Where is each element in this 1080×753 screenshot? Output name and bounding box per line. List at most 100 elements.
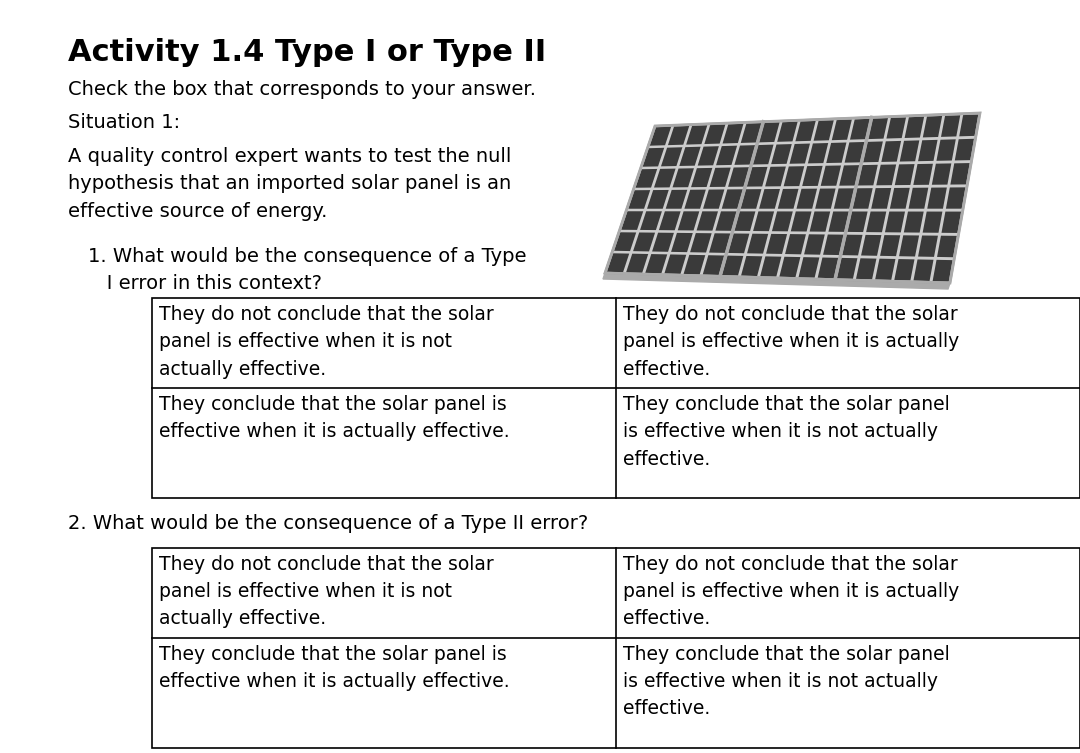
- Polygon shape: [890, 187, 909, 209]
- Text: They conclude that the solar panel
is effective when it is not actually
effectiv: They conclude that the solar panel is ef…: [623, 395, 949, 468]
- Text: Situation 1:: Situation 1:: [68, 113, 180, 132]
- Polygon shape: [837, 258, 858, 279]
- Polygon shape: [710, 233, 730, 253]
- Polygon shape: [813, 120, 834, 141]
- Polygon shape: [932, 163, 951, 184]
- Polygon shape: [621, 212, 644, 230]
- Polygon shape: [941, 115, 960, 137]
- Polygon shape: [691, 168, 713, 187]
- Polygon shape: [795, 121, 815, 142]
- Polygon shape: [759, 189, 780, 209]
- Polygon shape: [704, 124, 726, 144]
- Polygon shape: [933, 260, 953, 282]
- Polygon shape: [690, 233, 712, 252]
- Polygon shape: [784, 166, 805, 186]
- Polygon shape: [950, 163, 970, 184]
- Polygon shape: [652, 233, 674, 252]
- Polygon shape: [605, 113, 980, 283]
- Polygon shape: [716, 145, 737, 165]
- Polygon shape: [858, 165, 878, 185]
- Polygon shape: [678, 212, 700, 230]
- Polygon shape: [780, 257, 800, 277]
- Polygon shape: [665, 190, 687, 209]
- Polygon shape: [715, 212, 737, 231]
- Polygon shape: [899, 235, 919, 257]
- Polygon shape: [848, 212, 867, 232]
- Polygon shape: [959, 114, 978, 136]
- Polygon shape: [856, 258, 877, 279]
- Polygon shape: [661, 148, 683, 166]
- Polygon shape: [645, 254, 667, 273]
- Polygon shape: [852, 188, 873, 209]
- Polygon shape: [887, 117, 906, 139]
- Polygon shape: [798, 257, 820, 278]
- Polygon shape: [946, 187, 966, 209]
- Polygon shape: [823, 234, 843, 255]
- Polygon shape: [895, 164, 915, 185]
- Polygon shape: [868, 118, 888, 139]
- Polygon shape: [615, 232, 636, 251]
- Polygon shape: [710, 168, 731, 187]
- Bar: [152, 298, 1080, 498]
- Polygon shape: [753, 212, 774, 231]
- Polygon shape: [760, 256, 781, 276]
- Polygon shape: [697, 212, 718, 230]
- Text: They do not conclude that the solar
panel is effective when it is actually
effec: They do not conclude that the solar pane…: [623, 305, 959, 379]
- Polygon shape: [928, 187, 947, 209]
- Polygon shape: [922, 212, 943, 233]
- Polygon shape: [861, 235, 881, 256]
- Polygon shape: [771, 144, 792, 164]
- Polygon shape: [766, 234, 787, 254]
- Text: They conclude that the solar panel is
effective when it is actually effective.: They conclude that the solar panel is ef…: [159, 645, 510, 691]
- Polygon shape: [759, 122, 780, 142]
- Polygon shape: [832, 120, 852, 140]
- Text: They conclude that the solar panel
is effective when it is not actually
effectiv: They conclude that the solar panel is ef…: [623, 645, 949, 718]
- Polygon shape: [880, 235, 901, 256]
- Polygon shape: [772, 212, 793, 231]
- Text: 2. What would be the consequence of a Type II error?: 2. What would be the consequence of a Ty…: [68, 514, 589, 533]
- Polygon shape: [667, 126, 689, 145]
- Polygon shape: [734, 145, 755, 165]
- Polygon shape: [747, 233, 768, 254]
- Polygon shape: [728, 167, 750, 187]
- Polygon shape: [821, 166, 841, 186]
- Polygon shape: [746, 167, 768, 187]
- Polygon shape: [684, 255, 705, 274]
- Polygon shape: [647, 190, 669, 209]
- Polygon shape: [842, 235, 863, 255]
- Text: They do not conclude that the solar
panel is effective when it is not
actually e: They do not conclude that the solar pane…: [159, 555, 494, 629]
- Polygon shape: [914, 260, 933, 281]
- Polygon shape: [828, 212, 849, 232]
- Bar: [152, 548, 1080, 748]
- Polygon shape: [741, 123, 761, 143]
- Polygon shape: [633, 233, 656, 252]
- Text: They do not conclude that the solar
panel is effective when it is not
actually e: They do not conclude that the solar pane…: [159, 305, 494, 379]
- Polygon shape: [839, 165, 860, 186]
- Polygon shape: [818, 258, 838, 278]
- Polygon shape: [905, 117, 924, 138]
- Polygon shape: [834, 188, 854, 209]
- Polygon shape: [876, 164, 896, 185]
- Polygon shape: [765, 166, 786, 187]
- Polygon shape: [805, 234, 825, 255]
- Polygon shape: [875, 259, 895, 280]
- Polygon shape: [785, 234, 806, 255]
- Polygon shape: [643, 148, 664, 166]
- Polygon shape: [654, 169, 676, 187]
- Polygon shape: [955, 139, 974, 160]
- Polygon shape: [626, 254, 648, 273]
- Polygon shape: [942, 212, 961, 233]
- Polygon shape: [607, 253, 630, 273]
- Polygon shape: [810, 212, 831, 232]
- Polygon shape: [629, 190, 650, 209]
- Polygon shape: [778, 122, 798, 142]
- Polygon shape: [918, 236, 937, 257]
- Polygon shape: [723, 123, 743, 144]
- Polygon shape: [937, 236, 957, 258]
- Polygon shape: [686, 125, 707, 145]
- Polygon shape: [815, 188, 836, 209]
- Text: Check the box that corresponds to your answer.: Check the box that corresponds to your a…: [68, 80, 536, 99]
- Polygon shape: [679, 147, 701, 166]
- Polygon shape: [640, 212, 662, 230]
- Polygon shape: [703, 190, 725, 209]
